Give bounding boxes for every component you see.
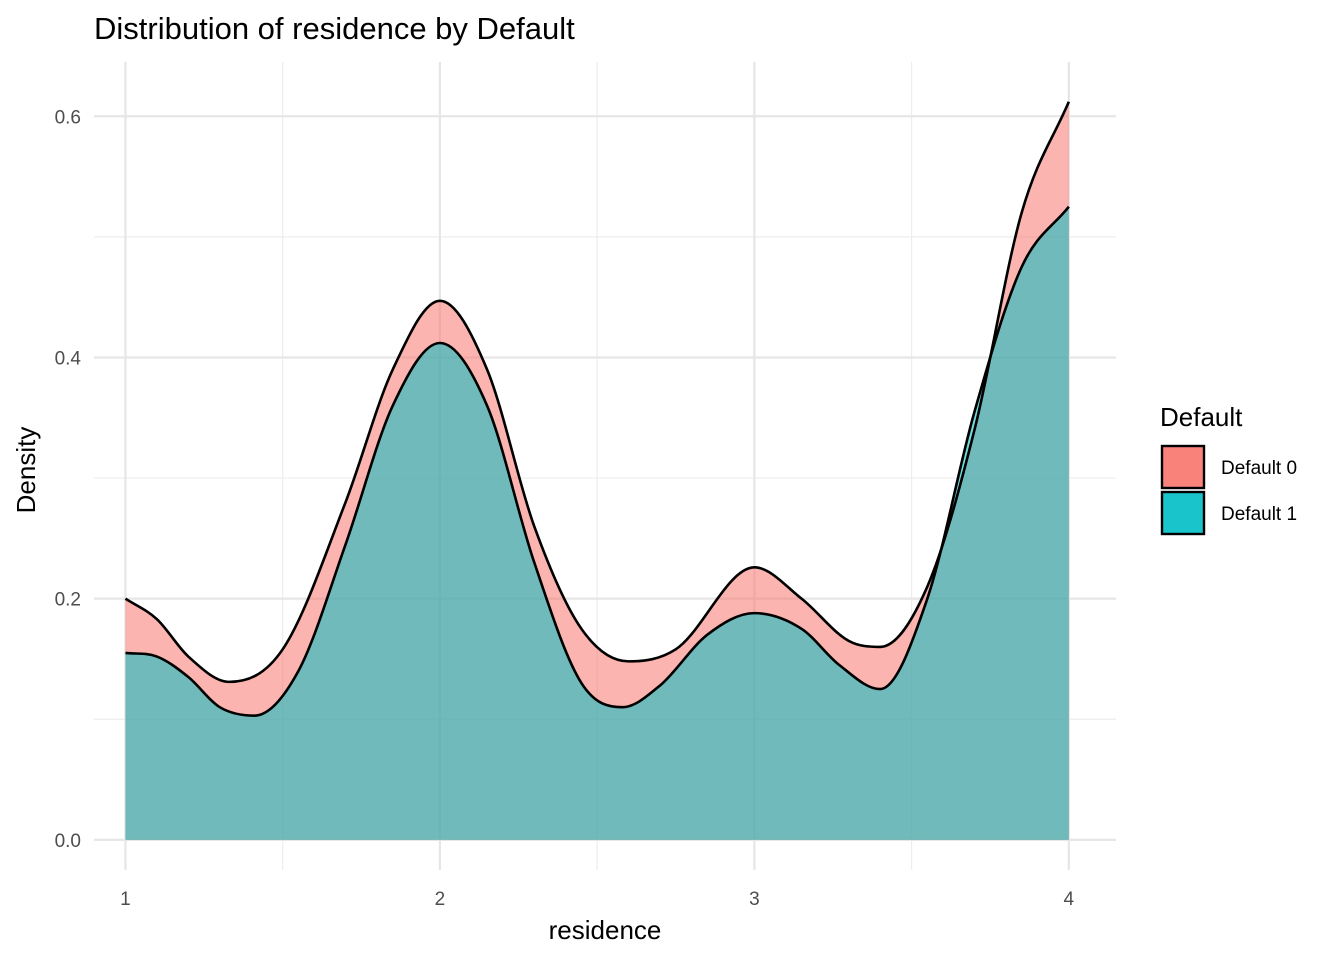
x-axis-ticks: 1 2 3 4 xyxy=(120,889,1074,910)
legend-key-default-1 xyxy=(1160,490,1206,536)
y-tick-label: 0.2 xyxy=(55,590,81,611)
density-outlines xyxy=(124,101,1071,717)
legend-title: Default xyxy=(1160,402,1243,432)
y-tick-label: 0.0 xyxy=(55,831,81,852)
density-line-default-1 xyxy=(125,205,1070,717)
density-areas xyxy=(125,101,1069,840)
density-area-default-1 xyxy=(125,206,1069,840)
x-tick-label: 3 xyxy=(749,889,760,910)
y-tick-label: 0.6 xyxy=(55,107,81,128)
y-axis-title: Density xyxy=(11,427,41,514)
x-tick-label: 1 xyxy=(120,889,131,910)
y-axis-ticks: 0.0 0.2 0.4 0.6 xyxy=(55,107,82,852)
legend-label-default-0: Default 0 xyxy=(1221,458,1297,479)
chart-title: Distribution of residence by Default xyxy=(94,11,575,46)
x-tick-label: 4 xyxy=(1064,889,1075,910)
legend: Default Default 0 Default 1 xyxy=(1160,402,1297,536)
x-axis-title: residence xyxy=(549,915,662,945)
legend-label-default-1: Default 1 xyxy=(1221,504,1297,525)
y-tick-label: 0.4 xyxy=(55,348,82,369)
legend-key-default-0 xyxy=(1160,444,1206,490)
x-tick-label: 2 xyxy=(435,889,446,910)
